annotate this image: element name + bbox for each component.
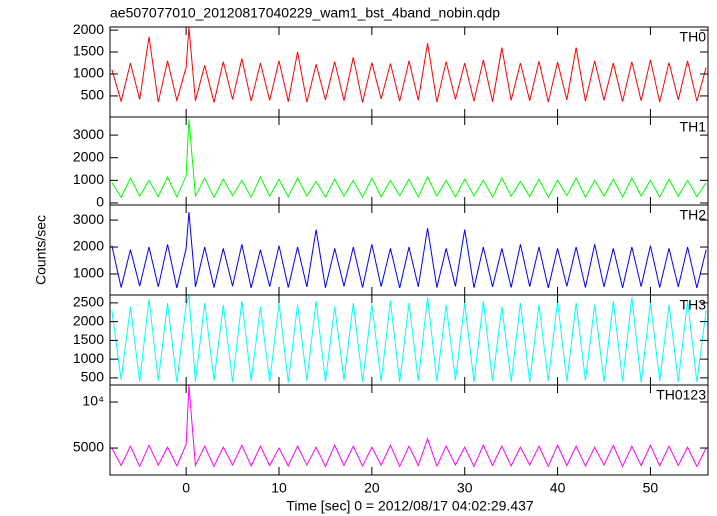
light-curve [111, 385, 707, 468]
panel-frame [109, 204, 709, 296]
panel-label: TH1 [680, 119, 707, 135]
y-axis-label: Counts/sec [33, 215, 49, 285]
y-tick-label: 2000 [73, 148, 104, 164]
y-tick-label: 500 [81, 369, 105, 385]
panel-frame [109, 384, 709, 476]
x-tick-label: 10 [271, 480, 287, 496]
y-tick-label: 1500 [73, 331, 104, 347]
y-tick-label: 1000 [73, 350, 104, 366]
y-tick-label: 2000 [73, 21, 104, 37]
y-tick-label: 1000 [73, 171, 104, 187]
panel-frame [109, 26, 709, 118]
y-tick-label: 1500 [73, 43, 104, 59]
light-curve [111, 295, 707, 383]
x-tick-label: 20 [364, 480, 380, 496]
y-tick-label: 0 [96, 194, 104, 210]
y-tick-label: 2500 [73, 294, 104, 310]
light-curve [111, 119, 707, 199]
x-tick-label: 50 [643, 480, 659, 496]
panel-label: TH2 [680, 207, 707, 223]
y-tick-label: 5000 [73, 439, 104, 455]
panel-label: TH0123 [656, 387, 706, 403]
x-axis-label: Time [sec] 0 = 2012/08/17 04:02:29.437 [286, 498, 534, 514]
panel-label: TH0 [680, 29, 707, 45]
x-tick-label: 30 [457, 480, 473, 496]
y-tick-label: 3000 [73, 126, 104, 142]
y-tick-label: 10⁴ [82, 393, 104, 409]
y-tick-label: 500 [81, 87, 105, 103]
chart-title: ae507077010_20120817040229_wam1_bst_4ban… [110, 5, 500, 21]
panel-label: TH3 [680, 297, 707, 313]
y-tick-label: 1000 [73, 265, 104, 281]
panel-frame [109, 116, 709, 206]
x-tick-label: 0 [182, 480, 190, 496]
y-tick-label: 2000 [73, 238, 104, 254]
y-tick-label: 3000 [73, 211, 104, 227]
y-tick-label: 2000 [73, 312, 104, 328]
y-tick-label: 1000 [73, 65, 104, 81]
x-tick-label: 40 [550, 480, 566, 496]
light-curve [111, 211, 707, 289]
light-curve [111, 27, 707, 104]
